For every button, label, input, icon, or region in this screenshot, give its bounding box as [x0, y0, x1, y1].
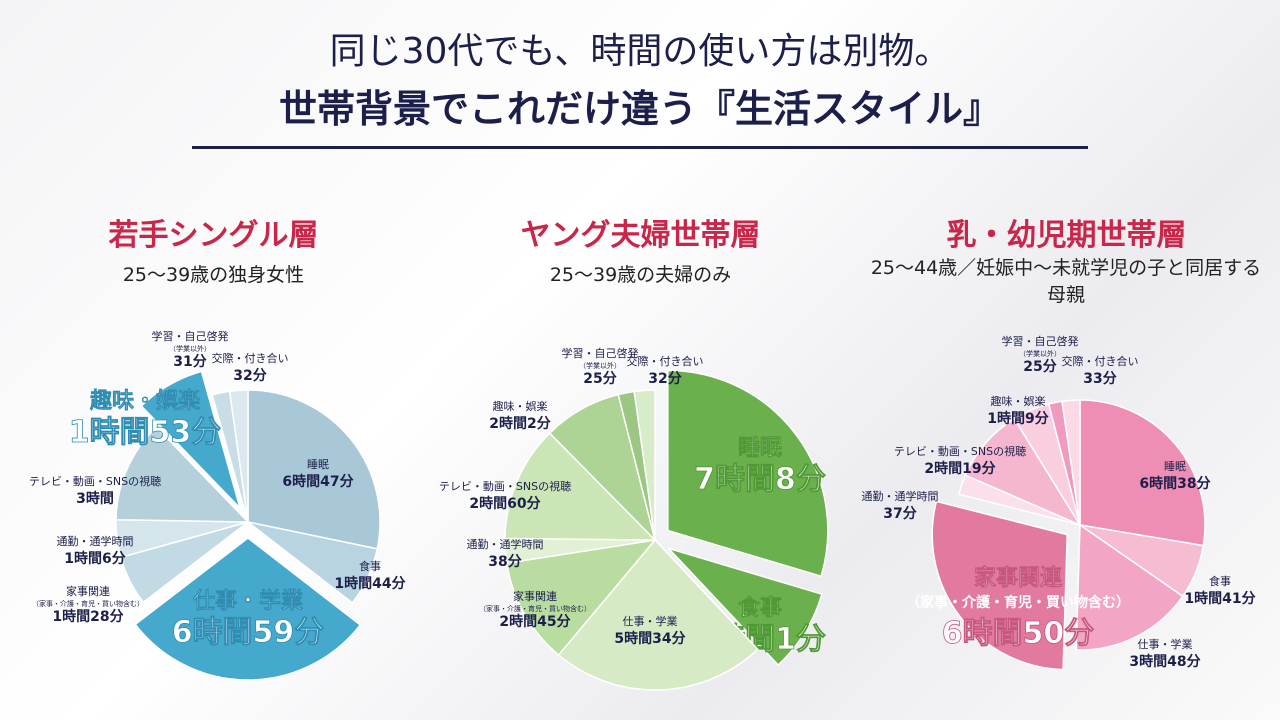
- pie-slice: [134, 537, 362, 681]
- slice-label: テレビ・動画・SNSの視聴: [29, 474, 161, 488]
- slice-label: 学習・自己啓発: [562, 346, 639, 360]
- pie-slice: [931, 500, 1068, 671]
- slice-value: 6時間38分: [1139, 475, 1210, 492]
- slice-value: 31分: [173, 354, 206, 370]
- pie-slice: [115, 425, 250, 523]
- slice-label: テレビ・動画・SNSの視聴: [439, 479, 571, 493]
- slice-note: （家事・介護・育児・買い物含む）: [906, 594, 1130, 611]
- slice-value: 1時間28分: [52, 608, 123, 625]
- slice-value: 2時間45分: [499, 613, 570, 630]
- slice-note: （学業以外）: [169, 344, 211, 353]
- slice-value: 3時間: [76, 490, 114, 507]
- panel-subtitle-couple: 25〜39歳の夫婦のみ: [549, 264, 732, 286]
- slice-value: 5時間34分: [614, 630, 685, 647]
- slice-value: 6時間59分: [172, 615, 325, 650]
- slice-label: 学習・自己啓発: [1002, 334, 1079, 348]
- slice-label: 仕事・学業: [1138, 637, 1193, 651]
- title-divider: [192, 146, 1088, 149]
- slice-value: 1時間53分: [69, 415, 222, 450]
- slice-label: 交際・付き合い: [212, 351, 289, 365]
- slice-value: 1時間41分: [1184, 590, 1255, 607]
- pie-slice: [247, 389, 381, 550]
- slice-value: 7時間8分: [694, 462, 826, 497]
- slice-value: 32分: [233, 368, 266, 384]
- pie-slice: [666, 546, 823, 667]
- slice-label: 仕事・学業: [623, 614, 678, 628]
- slice-value: 2時間60分: [469, 495, 540, 512]
- slice-note: （学業以外）: [1019, 349, 1061, 358]
- slice-label: 家事関連: [974, 565, 1063, 591]
- slice-label: 交際・付き合い: [1062, 354, 1139, 368]
- slice-value: 1時間9分: [987, 410, 1048, 427]
- slice-label: 睡眠: [307, 458, 329, 471]
- pie-slice: [228, 389, 249, 523]
- panel-subtitle-single: 25〜39歳の独身女性: [122, 264, 305, 286]
- slice-label: 学習・自己啓発: [152, 329, 229, 343]
- slice-value: 37分: [883, 506, 916, 522]
- slice-value: 33分: [1083, 371, 1116, 387]
- slice-label: 趣味・娯楽: [991, 394, 1046, 408]
- slice-value: 38分: [488, 554, 521, 570]
- slice-value: 2時間2分: [489, 415, 550, 432]
- slice-label: 通勤・通学時間: [862, 489, 939, 503]
- slice-value: 6時間47分: [282, 473, 353, 490]
- pie-slice: [964, 417, 1082, 527]
- pie-slice: [633, 389, 656, 541]
- panel-title-mother: 乳・幼児期世帯層: [946, 218, 1187, 253]
- slice-note: （家事・介護・育児・買い物含む）: [32, 599, 144, 608]
- pie-slice: [1061, 399, 1081, 526]
- pie-slice: [140, 370, 241, 509]
- slice-value: 1時間6分: [64, 550, 125, 567]
- slice-label: 食事: [359, 559, 381, 573]
- slice-value: 25分: [583, 371, 616, 387]
- title-line-1: 同じ30代でも、時間の使い方は別物。: [329, 31, 951, 72]
- slice-label: 食事: [738, 595, 782, 621]
- pie-slice: [504, 432, 657, 541]
- pie-slice: [1075, 523, 1184, 651]
- slice-value: 2時間19分: [924, 460, 995, 477]
- slice-label: 交際・付き合い: [627, 354, 704, 368]
- slice-label: 趣味・娯楽: [493, 399, 548, 413]
- slice-label: 仕事・学業: [192, 588, 304, 614]
- pie-slice: [557, 538, 759, 691]
- pie-slice: [667, 369, 829, 578]
- slice-label: テレビ・動画・SNSの視聴: [894, 444, 1026, 458]
- slice-label: 通勤・通学時間: [57, 534, 134, 548]
- panel-title-couple: ヤング夫婦世帯層: [520, 218, 761, 253]
- slice-label: 家事関連: [66, 584, 110, 598]
- slice-value: 1時間44分: [334, 575, 405, 592]
- slice-label: 趣味・娯楽: [89, 388, 201, 414]
- slice-note: （家事・介護・育児・買い物含む）: [479, 604, 591, 613]
- pie-slice: [505, 538, 657, 656]
- slice-label: 睡眠: [738, 436, 782, 461]
- panel-title-single: 若手シングル層: [108, 218, 319, 253]
- slice-label: 通勤・通学時間: [467, 537, 544, 551]
- slice-value: 6時間50分: [942, 616, 1095, 651]
- title-line-2: 世帯背景でこれだけ違う『生活スタイル』: [278, 87, 1001, 131]
- slice-value: 32分: [648, 371, 681, 387]
- slice-value: 25分: [1023, 359, 1056, 375]
- pie-slice: [1079, 399, 1206, 547]
- pie-slice: [247, 521, 379, 604]
- slice-label: 睡眠: [1164, 460, 1186, 473]
- pie-chart-1: 睡眠7時間8分食事2時間1分仕事・学業5時間34分家事関連（家事・介護・育児・買…: [439, 346, 829, 691]
- slice-note: （学業以外）: [579, 361, 621, 370]
- panel-subtitle-mother: 25〜44歳／妊娠中〜未就学児の子と同居する母親: [870, 257, 1262, 306]
- slice-value: 3時間48分: [1129, 653, 1200, 670]
- slice-label: 食事: [1209, 574, 1231, 588]
- slice-label: 家事関連: [513, 589, 557, 603]
